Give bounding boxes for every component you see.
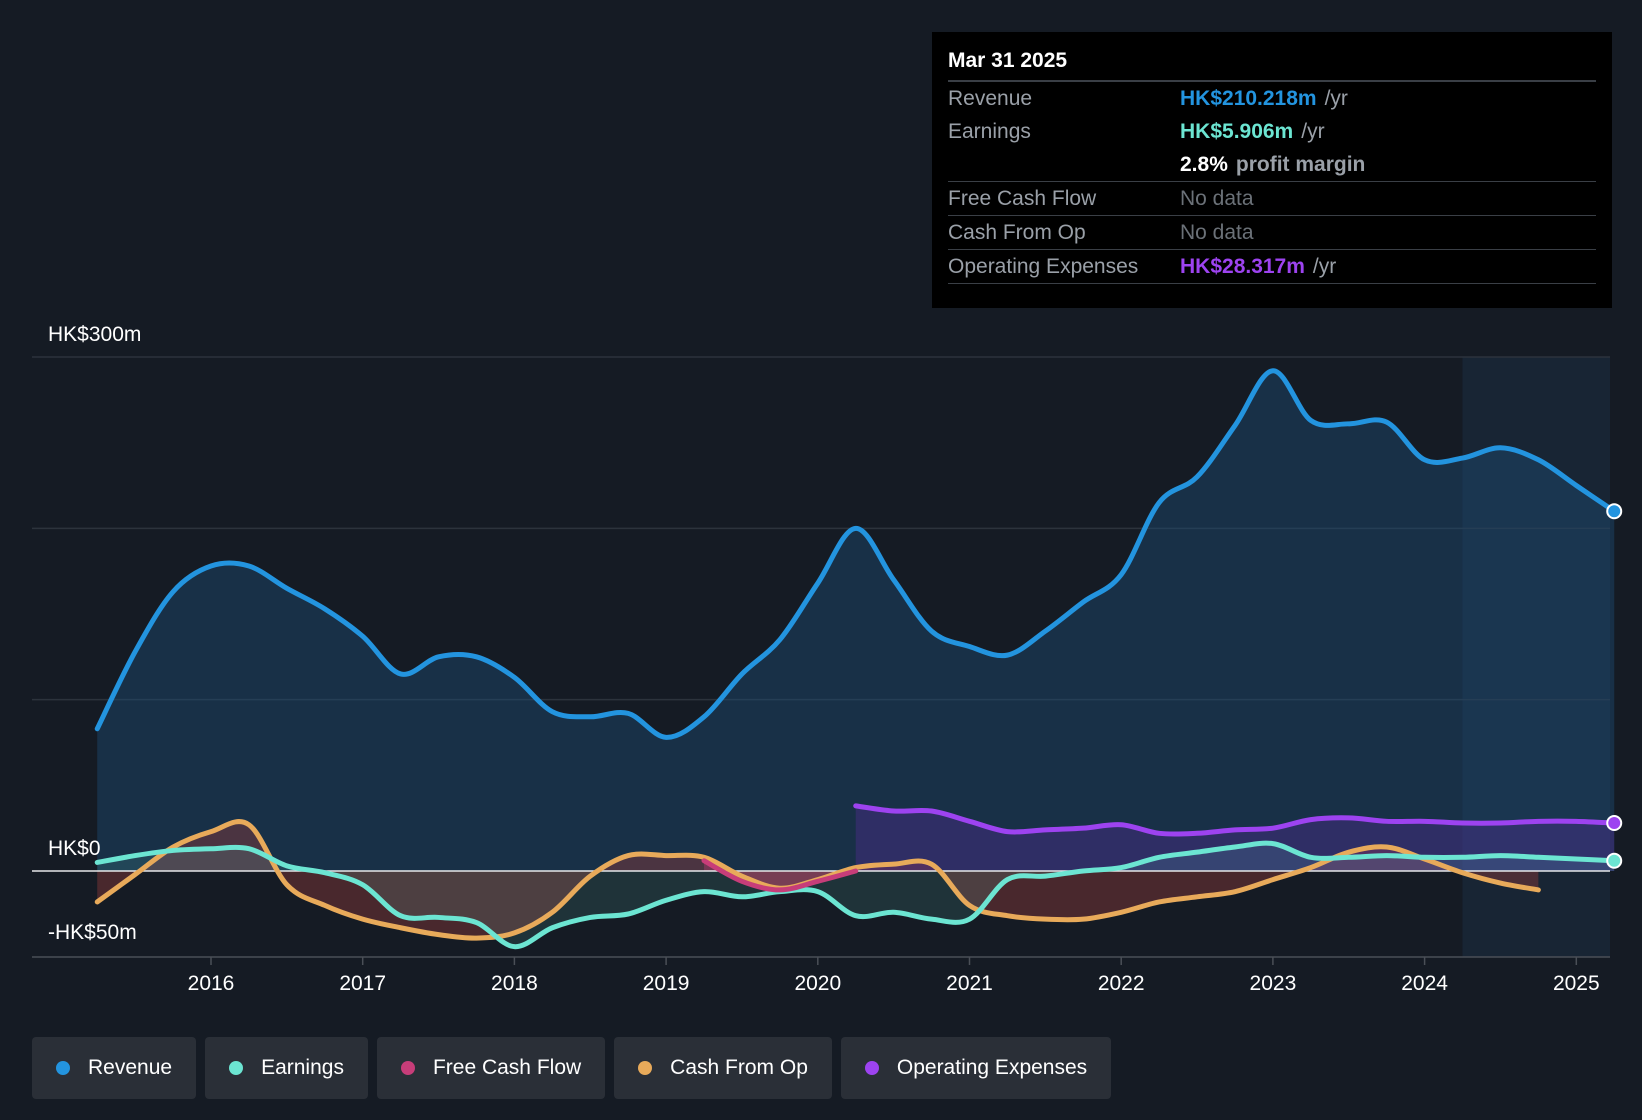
- tooltip-revenue-value: HK$210.218m: [1180, 86, 1317, 110]
- data-tooltip: Mar 31 2025 Revenue HK$210.218m /yr Earn…: [932, 32, 1612, 308]
- legend-label-free-cash-flow: Free Cash Flow: [432, 1056, 582, 1079]
- line-earnings: [94, 840, 1617, 950]
- x-tick-label-2025: 2025: [1553, 972, 1600, 995]
- legend-label-revenue: Revenue: [88, 1056, 173, 1079]
- tooltip-cfo-value: No data: [1180, 220, 1254, 244]
- gridlines: [32, 356, 1610, 701]
- tooltip-revenue-label: Revenue: [948, 86, 1033, 110]
- x-tick-label-2023: 2023: [1250, 972, 1297, 995]
- line-revenue: [94, 368, 1617, 740]
- tooltip-revenue-row: Revenue HK$210.218m /yr: [948, 81, 1596, 115]
- series-end-markers: [1606, 503, 1623, 869]
- legend: Revenue Earnings Free Cash Flow Cash Fro…: [32, 1037, 1112, 1099]
- end-marker-operating-expenses: [1606, 815, 1623, 832]
- x-tick-label-2020: 2020: [794, 972, 841, 995]
- legend-label-operating-expenses: Operating Expenses: [896, 1056, 1088, 1079]
- area-free-cash-flow: [704, 860, 856, 890]
- tooltip-earnings-label: Earnings: [948, 119, 1031, 143]
- end-marker-earnings: [1606, 852, 1623, 869]
- x-tick-label-2018: 2018: [491, 972, 538, 995]
- x-tick-label-2017: 2017: [339, 972, 386, 995]
- legend-item-free-cash-flow[interactable]: Free Cash Flow: [376, 1037, 606, 1099]
- area-revenue: [97, 370, 1615, 871]
- y-tick-label-bottom: -HK$50m: [48, 921, 137, 944]
- tooltip-cfo-row: Cash From Op No data: [948, 216, 1596, 250]
- y-tick-label-zero: HK$0: [48, 837, 101, 860]
- area-cash-from-op: [97, 821, 1539, 939]
- tooltip-fcf-label: Free Cash Flow: [948, 186, 1097, 210]
- legend-dot-operating-expenses: [864, 1061, 879, 1075]
- tooltip-fcf-row: Free Cash Flow No data: [948, 182, 1596, 216]
- tooltip-opex-unit: /yr: [1312, 254, 1337, 278]
- legend-item-cash-from-op[interactable]: Cash From Op: [614, 1037, 832, 1099]
- legend-dot-cash-from-op: [638, 1061, 653, 1075]
- tooltip-margin-value: 2.8%: [1180, 152, 1228, 176]
- legend-dot-revenue: [56, 1061, 70, 1075]
- legend-label-cash-from-op: Cash From Op: [670, 1056, 808, 1079]
- x-tick-label-2022: 2022: [1098, 972, 1145, 995]
- line-operating-expenses: [853, 803, 1617, 837]
- tooltip-cfo-label: Cash From Op: [948, 220, 1086, 244]
- tooltip-opex-label: Operating Expenses: [948, 254, 1139, 278]
- tooltip-date: Mar 31 2025: [948, 46, 1596, 81]
- tooltip-earnings-value: HK$5.906m: [1180, 119, 1294, 143]
- tooltip-opex-row: Operating Expenses HK$28.317m /yr: [948, 250, 1596, 284]
- series-lines: [94, 368, 1617, 950]
- x-tick-label-2019: 2019: [643, 972, 690, 995]
- legend-item-operating-expenses[interactable]: Operating Expenses: [840, 1037, 1112, 1099]
- x-tick-label-2021: 2021: [946, 972, 993, 995]
- tooltip-revenue-unit: /yr: [1324, 86, 1348, 110]
- tooltip-opex-value: HK$28.317m: [1180, 254, 1305, 278]
- tooltip-margin-row: 2.8% profit margin: [948, 148, 1596, 182]
- legend-item-revenue[interactable]: Revenue: [32, 1037, 197, 1099]
- tooltip-fcf-value: No data: [1180, 186, 1254, 210]
- legend-dot-earnings: [229, 1061, 244, 1075]
- tooltip-earnings-unit: /yr: [1301, 119, 1325, 143]
- legend-dot-free-cash-flow: [400, 1061, 415, 1075]
- end-marker-revenue: [1606, 503, 1623, 520]
- legend-label-earnings: Earnings: [261, 1056, 344, 1079]
- tooltip-margin-label: profit margin: [1235, 152, 1366, 176]
- x-tick-label-2016: 2016: [188, 972, 235, 995]
- line-free-cash-flow: [701, 858, 859, 893]
- x-tick-label-2024: 2024: [1401, 972, 1448, 995]
- series-areas: [97, 370, 1615, 947]
- legend-item-earnings[interactable]: Earnings: [205, 1037, 368, 1099]
- y-tick-label-top: HK$300m: [48, 323, 141, 346]
- tooltip-earnings-row: Earnings HK$5.906m /yr: [948, 115, 1596, 148]
- x-axis-ticks: 2016 2017 2018 2019 2020 2021 2022 2023 2024 2025: [188, 957, 1600, 995]
